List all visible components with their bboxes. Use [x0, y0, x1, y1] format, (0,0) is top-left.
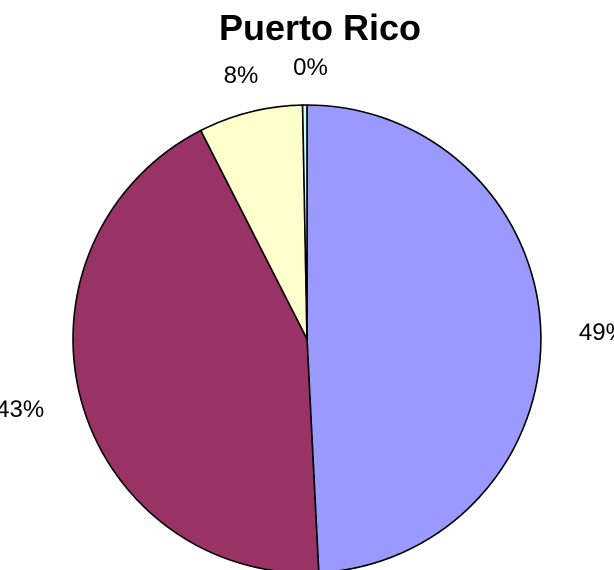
- pie-slices: [72, 104, 542, 570]
- pie-slice-1: [306, 104, 542, 570]
- data-label-2: 43%: [0, 396, 44, 423]
- pie-slice-2: [72, 129, 320, 570]
- chart-title: Puerto Rico: [219, 7, 421, 48]
- pie-slice-4: [301, 104, 308, 340]
- data-label-3: 8%: [224, 62, 259, 89]
- pie-data-labels: 49% 43% 8% 0%: [0, 54, 614, 423]
- data-label-4: 0%: [293, 54, 328, 81]
- pie-slice-3: [199, 104, 308, 340]
- data-label-1: 49%: [579, 319, 614, 346]
